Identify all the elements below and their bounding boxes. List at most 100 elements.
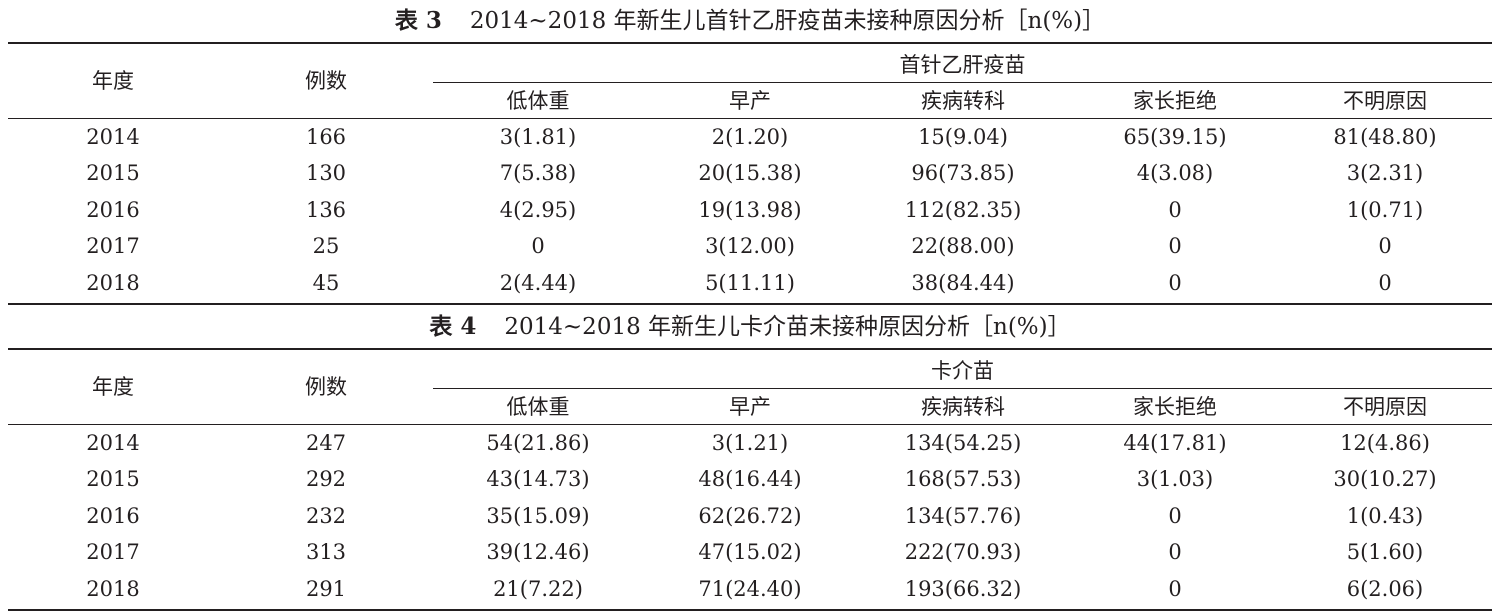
table-cell: 38(84.44) — [911, 270, 1015, 295]
table-cell: 0 — [1168, 270, 1182, 295]
table-cell: 1(0.71) — [1346, 197, 1424, 222]
table-cell: 0 — [1168, 576, 1182, 601]
table-cell: 291 — [305, 576, 347, 601]
table-3-caption: 表 3 2014~2018 年新生儿首针乙肝疫苗未接种原因分析［n(%)］ — [0, 6, 1500, 36]
table-row: 2015 292 43(14.73) 48(16.44) 168(57.53) 3(1.0… — [8, 462, 1492, 498]
table-cell: 134(57.76) — [904, 503, 1022, 528]
table-cell: 0 — [1168, 503, 1182, 528]
table-cell: 2015 — [86, 161, 140, 186]
table-cell: 0 — [1168, 234, 1182, 259]
table-cell: 3(1.03) — [1136, 467, 1214, 492]
table-cell: 2(4.44) — [499, 270, 577, 295]
table-cell: 96(73.85) — [911, 161, 1015, 186]
table-cell: 35(15.09) — [486, 503, 590, 528]
table-cell: 44(17.81) — [1123, 431, 1227, 455]
header-reason: 早产 — [729, 89, 771, 113]
header-year: 年度 — [92, 69, 134, 93]
table-cell: 0 — [1168, 540, 1182, 565]
bottom-rule — [8, 303, 1492, 305]
table-cell: 2014 — [86, 431, 140, 455]
table-3-number: 表 3 — [394, 7, 442, 34]
table-row: 2018 291 21(7.22) 71(24.40) 193(66.32) 0 6(2.0… — [8, 572, 1492, 608]
table-cell: 2015 — [86, 467, 140, 492]
table-cell: 166 — [305, 125, 347, 149]
table-cell: 3(1.21) — [711, 431, 789, 455]
header-reason: 不明原因 — [1343, 395, 1427, 419]
table-cell: 313 — [305, 540, 347, 565]
table-cell: 0 — [531, 234, 545, 259]
table-cell: 2017 — [86, 234, 140, 259]
bottom-rule — [8, 609, 1492, 611]
top-rule — [8, 42, 1492, 44]
group-rule — [433, 388, 1492, 389]
group-rule — [433, 82, 1492, 83]
table-cell: 4(3.08) — [1136, 161, 1214, 186]
table-cell: 19(13.98) — [698, 197, 802, 222]
header-reason: 低体重 — [506, 89, 570, 113]
table-cell: 3(1.81) — [499, 125, 577, 149]
header-count: 例数 — [305, 375, 347, 399]
table-cell: 0 — [1378, 234, 1392, 259]
table-cell: 2018 — [86, 270, 140, 295]
table-cell: 81(48.80) — [1333, 125, 1437, 149]
header-reason: 低体重 — [506, 395, 570, 419]
table-row: 2014 166 3(1.81) 2(1.20) 15(9.04) 65(39.15) 81… — [8, 120, 1492, 156]
table-4-number: 表 4 — [429, 313, 477, 340]
table-4-caption: 表 4 2014~2018 年新生儿卡介苗未接种原因分析［n(%)］ — [0, 312, 1500, 342]
table-row: 2016 232 35(15.09) 62(26.72) 134(57.76) 0 1(0.… — [8, 499, 1492, 535]
table-cell: 4(2.95) — [499, 197, 577, 222]
table-cell: 292 — [305, 467, 347, 492]
header-group: 首针乙肝疫苗 — [899, 53, 1026, 77]
table-cell: 1(0.43) — [1346, 503, 1424, 528]
header-reason: 不明原因 — [1343, 89, 1427, 113]
table-cell: 15(9.04) — [918, 125, 1008, 149]
table-cell: 2014 — [86, 125, 140, 149]
table-row: 2015 130 7(5.38) 20(15.38) 96(73.85) 4(3.08) 3… — [8, 156, 1492, 192]
table-cell: 54(21.86) — [486, 431, 590, 455]
table-cell: 2017 — [86, 540, 140, 565]
table-cell: 22(88.00) — [911, 234, 1015, 259]
table-cell: 168(57.53) — [904, 467, 1022, 492]
header-reason: 家长拒绝 — [1133, 89, 1217, 113]
header-year: 年度 — [92, 375, 134, 399]
table-cell: 48(16.44) — [698, 467, 802, 492]
table-row: 2016 136 4(2.95) 19(13.98) 112(82.35) 0 1(0.71… — [8, 193, 1492, 229]
table-cell: 12(4.86) — [1340, 431, 1430, 455]
table-cell: 45 — [312, 270, 340, 295]
table-cell: 2(1.20) — [711, 125, 789, 149]
header-group: 卡介苗 — [931, 359, 994, 383]
table-cell: 2016 — [86, 503, 140, 528]
table-cell: 3(12.00) — [705, 234, 795, 259]
table-cell: 5(1.60) — [1346, 540, 1424, 565]
header-rule — [8, 118, 1492, 119]
table-cell: 193(66.32) — [904, 576, 1022, 601]
table-cell: 134(54.25) — [904, 431, 1022, 455]
table-cell: 20(15.38) — [698, 161, 802, 186]
table-cell: 30(10.27) — [1333, 467, 1437, 492]
table-row: 2014 247 54(21.86) 3(1.21) 134(54.25) 44(17.8… — [8, 426, 1492, 462]
table-cell: 130 — [305, 161, 347, 186]
table-cell: 6(2.06) — [1346, 576, 1424, 601]
table-row: 2017 25 0 3(12.00) 22(88.00) 0 0 — [8, 229, 1492, 265]
table-cell: 5(11.11) — [705, 270, 795, 295]
top-rule — [8, 348, 1492, 350]
header-reason: 家长拒绝 — [1133, 395, 1217, 419]
table-cell: 0 — [1378, 270, 1392, 295]
table-cell: 62(26.72) — [698, 503, 802, 528]
table-cell: 71(24.40) — [698, 576, 802, 601]
table-4-title: 2014~2018 年新生儿卡介苗未接种原因分析［n(%)］ — [504, 314, 1071, 340]
header-reason: 疾病转科 — [921, 395, 1005, 419]
header-reason: 早产 — [729, 395, 771, 419]
table-cell: 25 — [312, 234, 340, 259]
table-cell: 2016 — [86, 197, 140, 222]
table-3-title: 2014~2018 年新生儿首针乙肝疫苗未接种原因分析［n(%)］ — [469, 8, 1106, 34]
header-rule — [8, 424, 1492, 425]
table-row: 2018 45 2(4.44) 5(11.11) 38(84.44) 0 0 — [8, 266, 1492, 302]
table-cell: 247 — [305, 431, 347, 455]
table-cell: 65(39.15) — [1123, 125, 1227, 149]
header-count: 例数 — [305, 69, 347, 93]
table-cell: 43(14.73) — [486, 467, 590, 492]
header-reason: 疾病转科 — [921, 89, 1005, 113]
table-cell: 39(12.46) — [486, 540, 590, 565]
table-cell: 7(5.38) — [499, 161, 577, 186]
